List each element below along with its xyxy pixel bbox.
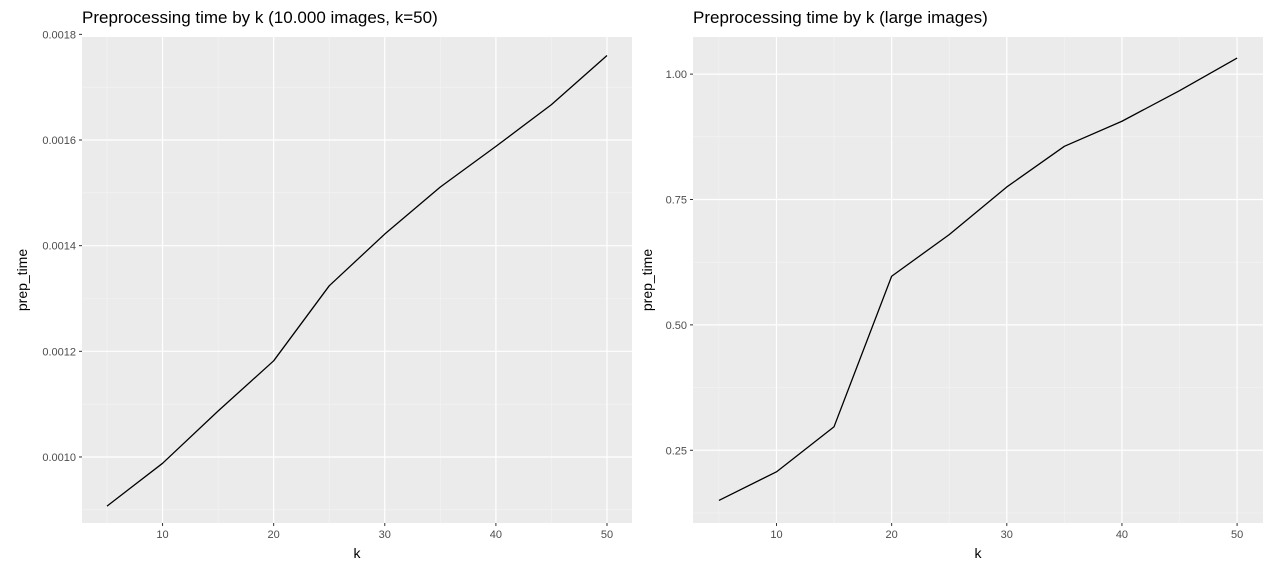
y-tick-label: 0.25 bbox=[666, 445, 687, 457]
plot-panel bbox=[82, 37, 632, 523]
x-axis-title: k bbox=[975, 545, 983, 561]
chart-prep-time-10000-images: 10 20 30 40 50 0.0010 0.0012 0.0014 0.0016 0.0018… bbox=[0, 0, 640, 572]
x-tick-label: 30 bbox=[1001, 529, 1013, 541]
x-tick-label: 50 bbox=[1231, 529, 1243, 541]
x-tick-label: 50 bbox=[601, 529, 613, 541]
chart-title: Preprocessing time by k (10.000 images, … bbox=[82, 8, 438, 27]
y-tick-label: 0.75 bbox=[666, 195, 687, 207]
x-axis-title: k bbox=[354, 545, 362, 561]
series-line-0 bbox=[106, 55, 608, 507]
y-tick-label: 0.0012 bbox=[42, 346, 76, 358]
chart-svg-right: 10 20 30 40 50 0.25 0.50 0.75 1.00 Preprocessing … bbox=[639, 8, 1263, 561]
chart-prep-time-large-images: 10 20 30 40 50 0.25 0.50 0.75 1.00 Preprocessing … bbox=[639, 0, 1279, 572]
y-tick-label: 0.0010 bbox=[42, 452, 76, 464]
x-tick-label: 10 bbox=[156, 529, 168, 541]
y-tick-label: 0.0016 bbox=[42, 135, 76, 147]
plot-panel bbox=[693, 37, 1263, 523]
y-axis-title: prep_time bbox=[14, 249, 30, 311]
chart-title: Preprocessing time by k (large images) bbox=[693, 8, 988, 27]
y-tick-label: 0.50 bbox=[666, 320, 687, 332]
x-tick-label: 20 bbox=[886, 529, 898, 541]
y-tick-label: 0.0014 bbox=[42, 241, 76, 253]
x-tick-label: 30 bbox=[379, 529, 391, 541]
y-tick-label: 1.00 bbox=[666, 69, 687, 81]
x-tick-label: 10 bbox=[770, 529, 782, 541]
chart-svg-left: 10 20 30 40 50 0.0010 0.0012 0.0014 0.0016 0.0018… bbox=[14, 8, 632, 561]
series-line-0 bbox=[718, 57, 1238, 502]
y-tick-label: 0.0018 bbox=[42, 29, 76, 41]
y-axis-title: prep_time bbox=[640, 249, 655, 311]
x-tick-label: 40 bbox=[490, 529, 502, 541]
x-tick-label: 20 bbox=[268, 529, 280, 541]
x-tick-label: 40 bbox=[1116, 529, 1128, 541]
